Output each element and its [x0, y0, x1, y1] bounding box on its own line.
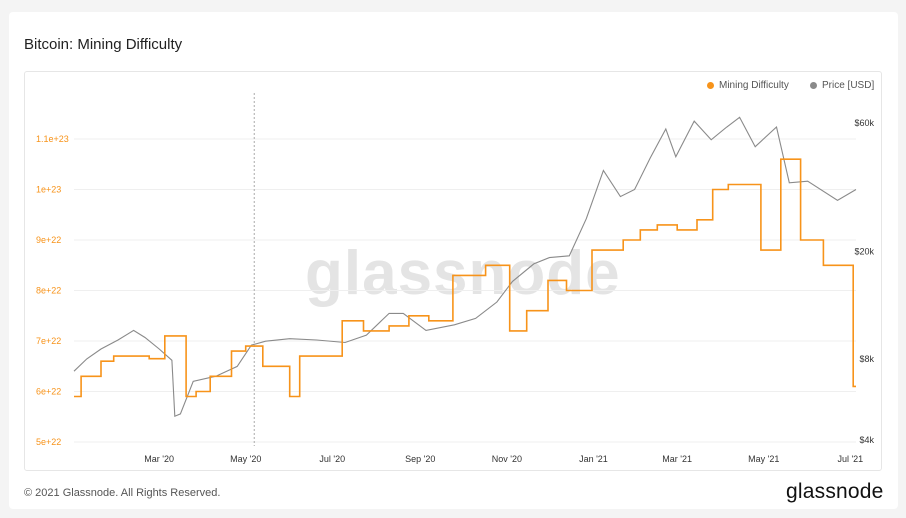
legend-item-price[interactable]: Price [USD]: [810, 80, 874, 91]
brand-logo: glassnode: [786, 480, 884, 503]
legend-label-mining-difficulty: Mining Difficulty: [719, 80, 789, 91]
legend-dot-price: [810, 82, 817, 89]
chart-area[interactable]: [24, 71, 882, 471]
legend-label-price: Price [USD]: [822, 80, 875, 91]
copyright-text: © 2021 Glassnode. All Rights Reserved.: [24, 487, 221, 499]
page-title: Bitcoin: Mining Difficulty: [24, 36, 183, 53]
watermark: glassnode: [305, 239, 621, 308]
legend-item-mining-difficulty[interactable]: Mining Difficulty: [707, 80, 789, 91]
legend-dot-mining-difficulty: [707, 82, 714, 89]
